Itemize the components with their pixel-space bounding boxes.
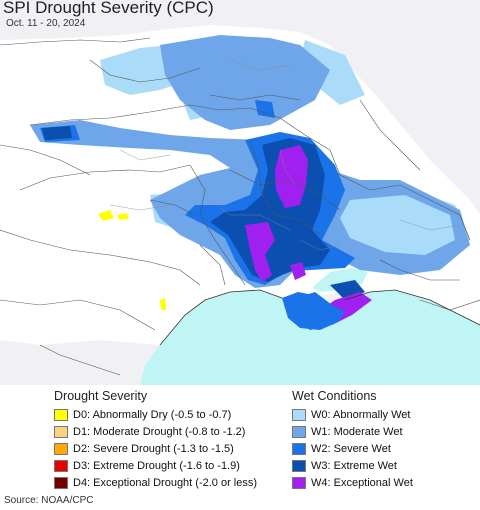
swatch-d0	[54, 408, 68, 421]
swatch-d3	[54, 459, 68, 472]
drought-map	[0, 0, 480, 385]
legend-item-w3: W3: Extreme Wet	[292, 457, 478, 474]
wet-legend: Wet Conditions W0: Abnormally Wet W1: Mo…	[292, 389, 478, 491]
black-sea	[140, 290, 480, 385]
swatch-d2	[54, 442, 68, 455]
legend-label-d3: D3: Extreme Drought (-1.6 to -1.9)	[73, 459, 240, 472]
legend-label-w0: W0: Abnormally Wet	[311, 408, 411, 421]
legend-item-d4: D4: Exceptional Drought (-2.0 or less)	[54, 474, 290, 491]
drought-legend: Drought Severity D0: Abnormally Dry (-0.…	[54, 389, 290, 491]
legend-label-w4: W4: Exceptional Wet	[311, 476, 413, 489]
crimea	[282, 292, 345, 330]
swatch-w3	[292, 459, 306, 472]
swatch-w1	[292, 425, 306, 438]
legend-item-d3: D3: Extreme Drought (-1.6 to -1.9)	[54, 457, 290, 474]
drought-legend-title: Drought Severity	[54, 389, 148, 403]
legend-label-w3: W3: Extreme Wet	[311, 459, 397, 472]
swatch-d1	[54, 425, 68, 438]
page-title: SPI Drought Severity (CPC)	[3, 0, 214, 17]
swatch-w4	[292, 476, 306, 489]
legend-label-d1: D1: Moderate Drought (-0.8 to -1.2)	[73, 425, 246, 438]
legend-item-d2: D2: Severe Drought (-1.3 to -1.5)	[54, 440, 290, 457]
legend-label-w1: W1: Moderate Wet	[311, 425, 403, 438]
legend-item-d1: D1: Moderate Drought (-0.8 to -1.2)	[54, 423, 290, 440]
date-range: Oct. 11 - 20, 2024	[6, 18, 86, 29]
wet-legend-title: Wet Conditions	[292, 389, 377, 403]
legend-item-d0: D0: Abnormally Dry (-0.5 to -0.7)	[54, 406, 290, 423]
legend-item-w0: W0: Abnormally Wet	[292, 406, 478, 423]
source-credit: Source: NOAA/CPC	[4, 495, 94, 506]
swatch-w2	[292, 442, 306, 455]
legend-label-d4: D4: Exceptional Drought (-2.0 or less)	[73, 476, 258, 489]
legend-item-w1: W1: Moderate Wet	[292, 423, 478, 440]
legend-item-w4: W4: Exceptional Wet	[292, 474, 478, 491]
d0-areas	[98, 210, 166, 310]
legend-label-w2: W2: Severe Wet	[311, 442, 391, 455]
legend-item-w2: W2: Severe Wet	[292, 440, 478, 457]
legend-label-d2: D2: Severe Drought (-1.3 to -1.5)	[73, 442, 234, 455]
swatch-d4	[54, 476, 68, 489]
borders	[0, 37, 480, 376]
region-borders	[109, 59, 461, 251]
coastline	[159, 289, 480, 346]
legend-label-d0: D0: Abnormally Dry (-0.5 to -0.7)	[73, 408, 232, 421]
swatch-w0	[292, 408, 306, 421]
